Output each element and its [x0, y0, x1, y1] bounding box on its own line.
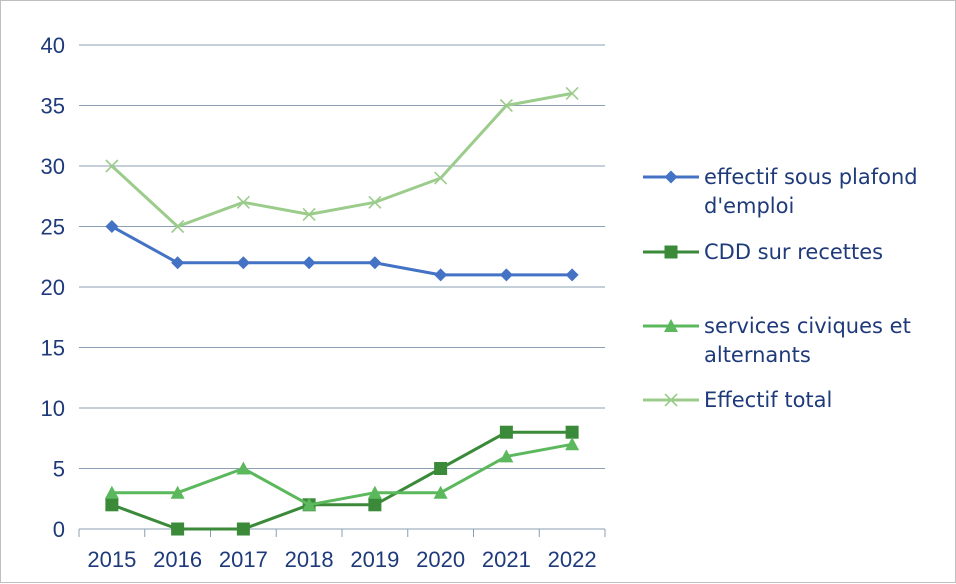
x-tick-label: 2021: [482, 547, 531, 572]
data-point: [499, 268, 513, 282]
legend-item-2: services civiques et alternants: [643, 314, 911, 367]
data-point: [565, 268, 579, 282]
data-point: [368, 195, 382, 209]
y-tick-label: 10: [41, 396, 65, 421]
x-tick-label: 2022: [548, 547, 597, 572]
data-point: [236, 195, 250, 209]
x-tick-label: 2015: [87, 547, 136, 572]
legend-swatch-marker: [664, 170, 678, 184]
legend-label: CDD sur recettes: [704, 240, 883, 264]
series-1: [105, 425, 579, 536]
series-2: [104, 437, 580, 511]
legend-label: d'emploi: [704, 194, 794, 218]
legend: effectif sous plafond d'emploi CDD sur rec…: [643, 165, 918, 412]
series-line: [111, 430, 573, 531]
legend-label: Effectif total: [704, 388, 832, 412]
data-point: [434, 462, 448, 475]
data-point: [565, 86, 579, 100]
data-point: [105, 220, 119, 233]
data-point: [105, 159, 119, 173]
data-point: [433, 485, 448, 499]
legend-swatch-marker: [664, 319, 678, 332]
series-line: [111, 442, 573, 507]
x-tick-label: 2018: [285, 547, 334, 572]
legend-swatch-marker: [664, 393, 678, 407]
legend-label: alternants: [704, 343, 811, 367]
y-tick-label: 5: [53, 457, 65, 482]
data-point: [170, 485, 185, 499]
series-line: [111, 225, 573, 277]
data-point: [236, 256, 250, 270]
legend-label: effectif sous plafond: [704, 165, 918, 189]
data-point: [499, 98, 513, 113]
legend-item-3: Effectif total: [643, 388, 832, 412]
legend-item-1: CDD sur recettes: [643, 240, 883, 264]
y-tick-label: 40: [41, 33, 65, 58]
data-point: [367, 485, 382, 499]
data-point: [499, 425, 513, 439]
data-point: [236, 522, 250, 536]
data-point: [171, 522, 185, 536]
data-point: [104, 485, 119, 499]
series-layer: [104, 86, 580, 536]
data-point: [368, 256, 382, 270]
data-point: [171, 219, 185, 234]
data-point: [434, 268, 448, 282]
y-tick-label: 0: [53, 517, 65, 542]
series-0: [105, 220, 579, 282]
y-tick-label: 30: [41, 154, 65, 179]
legend-swatch-marker: [664, 245, 678, 259]
x-tick-label: 2017: [219, 547, 268, 572]
data-point: [434, 171, 448, 185]
gridlines: [79, 44, 605, 469]
data-point: [368, 498, 382, 512]
axes: 0 5 10 15 20 25 30 35 40 2015 2016 2017 2018 2019 2020…: [41, 33, 606, 572]
legend-item-0: effectif sous plafond d'emploi: [643, 165, 918, 218]
data-point: [236, 461, 251, 475]
series-line: [110, 91, 573, 228]
x-tick-label: 2019: [350, 547, 399, 572]
y-tick-label: 15: [41, 336, 65, 361]
y-tick-label: 25: [41, 215, 65, 240]
data-point: [302, 256, 316, 270]
x-tick-label: 2016: [153, 547, 202, 572]
data-point: [105, 498, 119, 512]
data-point: [499, 449, 514, 463]
series-3: [105, 86, 579, 234]
y-tick-label: 20: [41, 275, 65, 300]
y-tick-label: 35: [41, 94, 65, 119]
data-point: [565, 437, 580, 451]
data-point: [171, 256, 185, 270]
data-point: [565, 425, 579, 439]
legend-label: services civiques et: [704, 314, 911, 338]
data-point: [302, 497, 317, 511]
x-tick-label: 2020: [416, 547, 465, 572]
data-point: [302, 207, 316, 221]
